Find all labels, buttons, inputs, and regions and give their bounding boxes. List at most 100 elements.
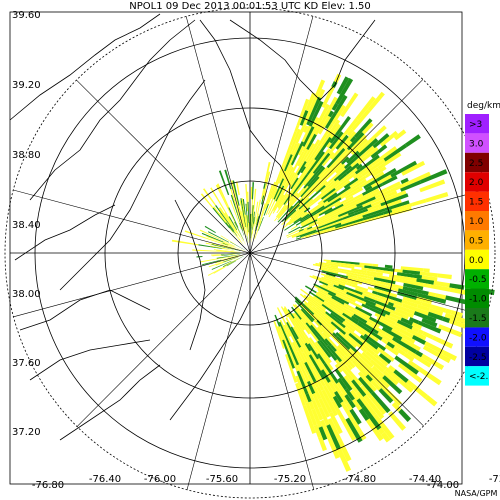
echo-cell	[361, 351, 372, 362]
echo-cell	[335, 293, 363, 309]
echo-cell	[329, 134, 338, 144]
echo-cell	[199, 229, 211, 236]
echo-cell	[329, 123, 342, 139]
echo-cell	[225, 222, 234, 233]
echo-cell	[342, 312, 359, 325]
echo-cell	[294, 304, 310, 321]
echo-cell	[342, 208, 369, 220]
echo-cell	[355, 306, 373, 317]
echo-cell	[248, 222, 250, 242]
echo-cell	[281, 204, 301, 222]
echo-cell	[236, 255, 245, 261]
echo-cell	[341, 180, 351, 188]
echo-cell	[313, 319, 331, 338]
echo-cell	[303, 125, 309, 133]
echo-cell	[288, 185, 309, 209]
echo-cell	[421, 353, 445, 370]
echo-cell	[327, 162, 343, 178]
echo-cell	[283, 306, 296, 324]
echo-cell	[340, 156, 350, 165]
echo-cell	[278, 193, 289, 209]
echo-cell	[369, 396, 387, 415]
echo-cell	[304, 342, 312, 352]
echo-cell	[365, 302, 391, 316]
echo-cell	[371, 166, 387, 178]
echo-cell	[394, 322, 408, 332]
echo-cell	[340, 186, 361, 200]
echo-cell	[230, 199, 240, 224]
echo-cell	[301, 217, 319, 227]
echo-cell	[362, 211, 384, 221]
echo-cell	[450, 310, 463, 318]
echo-cell	[339, 198, 365, 213]
echo-cell	[316, 386, 333, 414]
coastlines	[9, 13, 376, 441]
echo-cell	[229, 227, 235, 234]
echo-cell	[343, 355, 356, 369]
echo-cell	[336, 447, 352, 472]
echo-cell	[208, 202, 214, 209]
echo-cell	[346, 273, 358, 279]
echo-cell	[324, 338, 333, 347]
echo-cell	[337, 377, 348, 391]
echo-cell	[293, 141, 304, 161]
echo-cell	[400, 317, 414, 326]
echo-cell	[406, 379, 418, 391]
echo-cell	[286, 228, 303, 237]
echo-cell	[327, 284, 338, 290]
echo-cell	[421, 301, 447, 313]
echo-cell	[391, 328, 416, 344]
echo-cell	[343, 140, 353, 150]
echo-cell	[184, 230, 207, 239]
echo-cell	[313, 283, 337, 296]
echo-cell	[384, 344, 399, 356]
echo-cell	[356, 360, 368, 372]
echo-cell	[377, 292, 403, 303]
echo-cell	[318, 218, 343, 229]
echo-cell	[303, 300, 322, 317]
echo-cell	[424, 341, 445, 355]
echo-cell	[343, 302, 371, 319]
echo-cell	[377, 152, 402, 170]
echo-cell	[232, 227, 237, 234]
echo-cell	[307, 124, 319, 143]
echo-cell	[351, 109, 371, 131]
echo-cell	[346, 282, 352, 287]
echo-cell	[294, 325, 307, 344]
echo-cell	[415, 387, 428, 399]
echo-cell	[339, 360, 346, 367]
echo-cell	[376, 144, 388, 154]
colorbar-label: >3	[469, 120, 482, 130]
echo-cell	[361, 158, 386, 177]
echo-cell	[362, 292, 378, 301]
echo-cell	[307, 380, 316, 395]
echo-cell	[362, 183, 384, 196]
echo-cell	[263, 203, 269, 216]
echo-cell	[302, 141, 310, 153]
echo-cell	[275, 185, 285, 202]
spoke	[13, 252, 251, 318]
echo-cell	[346, 294, 367, 305]
echo-cell	[251, 218, 254, 241]
echo-cell	[335, 359, 354, 382]
echo-cell	[301, 228, 330, 239]
echo-cell	[423, 268, 430, 273]
echo-cell	[241, 197, 246, 220]
echo-cell	[235, 252, 243, 253]
echo-cell	[247, 191, 249, 202]
echo-cell	[284, 209, 297, 221]
echo-cell	[344, 319, 366, 337]
echo-cell	[295, 237, 302, 240]
echo-cell	[335, 78, 354, 105]
echo-cell	[261, 188, 265, 200]
echo-cell	[288, 199, 301, 213]
echo-cell	[313, 176, 329, 192]
echo-cell	[330, 204, 358, 219]
echo-cell	[316, 319, 323, 326]
echo-cell	[335, 116, 351, 137]
echo-cell	[316, 206, 344, 221]
echo-cell	[277, 321, 281, 327]
echo-cell	[230, 241, 245, 251]
echo-cell	[312, 263, 340, 271]
echo-cell	[421, 317, 438, 328]
